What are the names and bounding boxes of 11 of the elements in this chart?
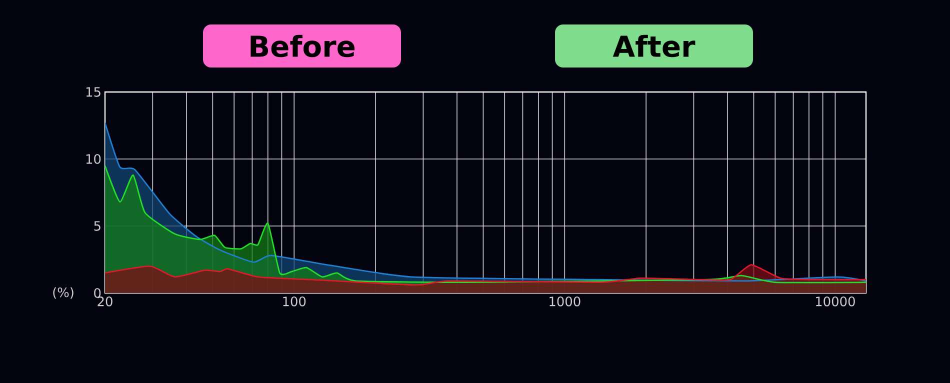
x-tick-label: 1000: [550, 296, 580, 306]
y-tick-label: 15: [86, 87, 100, 97]
y-tick-label: 10: [86, 154, 101, 164]
x-tick-label: 100: [283, 296, 306, 306]
text: After: [612, 34, 696, 58]
x-tick-label: 10000: [816, 296, 855, 306]
x-tick-label: 20: [98, 296, 112, 306]
y-tick-label: 0: [94, 288, 101, 298]
y-axis-title: (%): [53, 287, 74, 299]
y-tick-label: 5: [94, 221, 100, 231]
text: Before: [250, 34, 355, 58]
